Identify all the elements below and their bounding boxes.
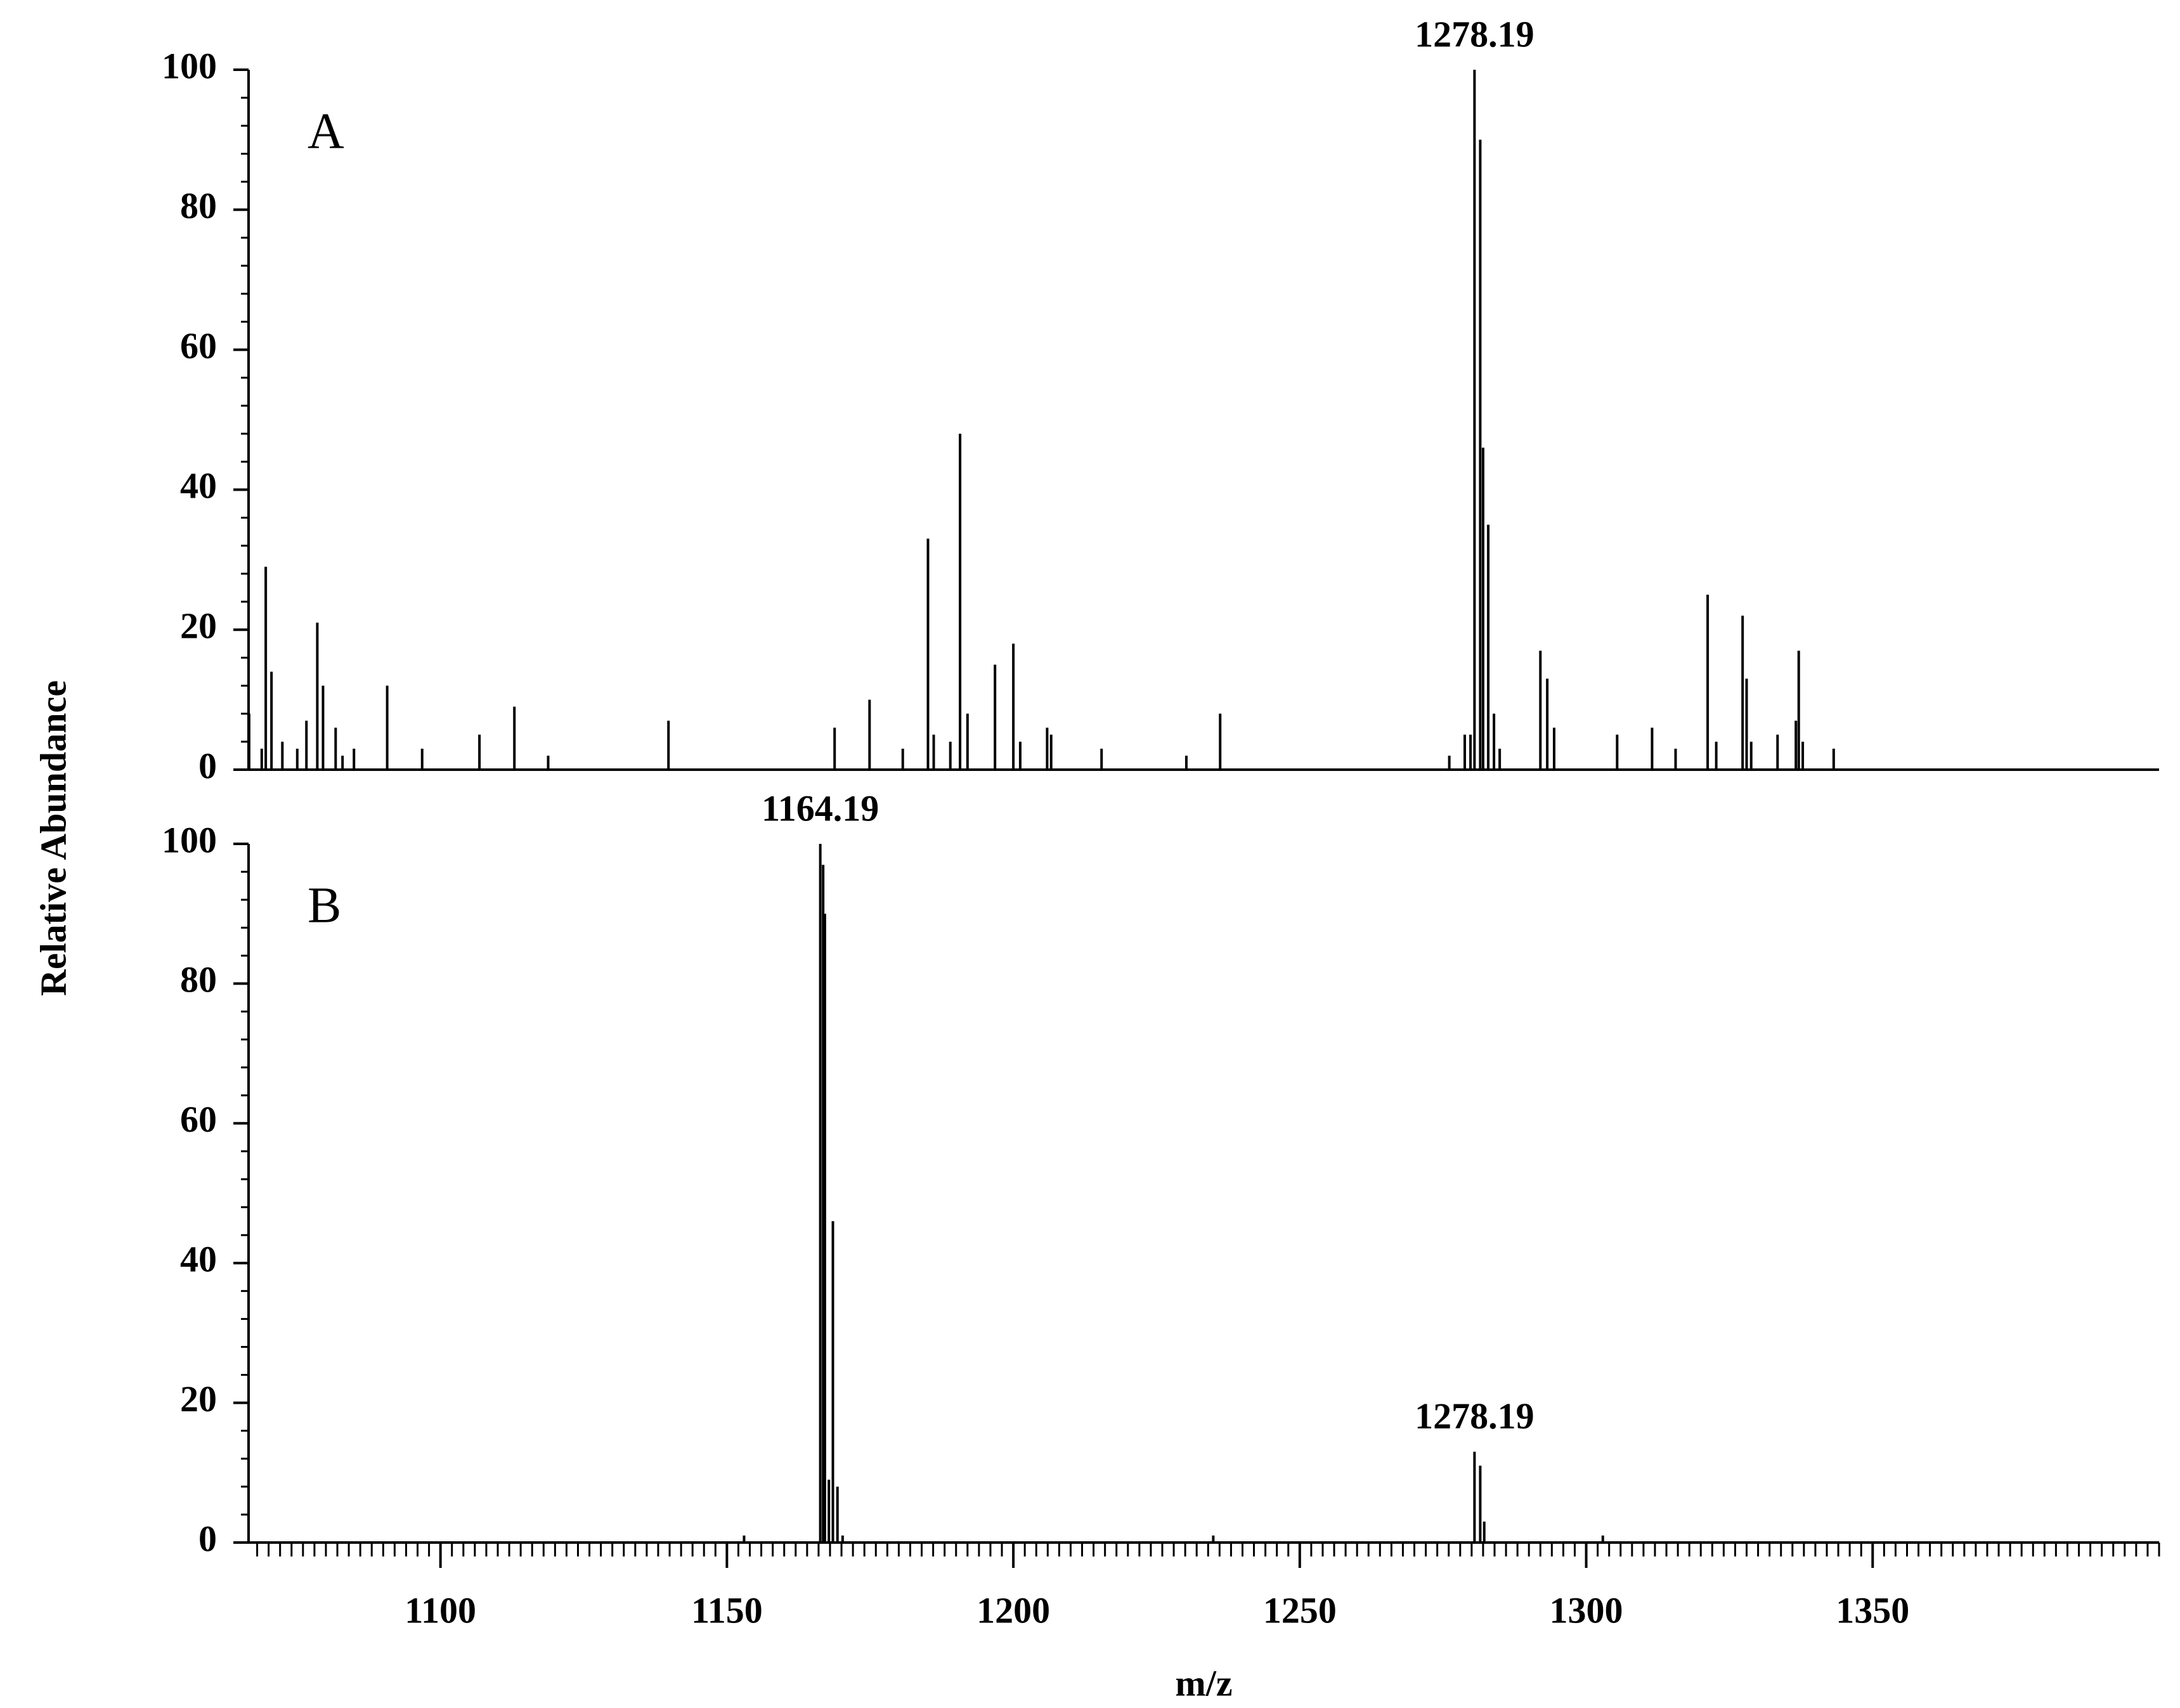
- y-tick-label: 80: [180, 959, 217, 1000]
- x-tick-label: 1350: [1836, 1589, 1909, 1631]
- y-tick-label: 40: [180, 1239, 217, 1280]
- y-tick-label: 0: [198, 1518, 217, 1559]
- y-tick-label: 60: [180, 1099, 217, 1140]
- x-tick-label: 1100: [405, 1589, 476, 1631]
- x-tick-label: 1250: [1263, 1589, 1337, 1631]
- x-tick-label: 1150: [691, 1589, 763, 1631]
- panel-label: A: [308, 103, 344, 159]
- peak-annotation: 1278.19: [1415, 1395, 1534, 1437]
- y-tick-label: 100: [162, 45, 217, 86]
- x-tick-label: 1300: [1550, 1589, 1623, 1631]
- peak-annotation: 1278.19: [1415, 13, 1534, 55]
- y-tick-label: 20: [180, 1378, 217, 1420]
- x-tick-label: 1200: [976, 1589, 1050, 1631]
- x-axis-label: m/z: [1175, 1662, 1232, 1704]
- panel-label: B: [308, 877, 341, 933]
- y-tick-label: 80: [180, 185, 217, 226]
- y-tick-label: 40: [180, 465, 217, 507]
- y-tick-label: 100: [162, 819, 217, 860]
- y-tick-label: 20: [180, 605, 217, 647]
- y-axis-label: Relative Abundance: [32, 680, 74, 996]
- peak-annotation: 1164.19: [762, 787, 879, 829]
- y-tick-label: 0: [198, 745, 217, 786]
- y-tick-label: 60: [180, 325, 217, 366]
